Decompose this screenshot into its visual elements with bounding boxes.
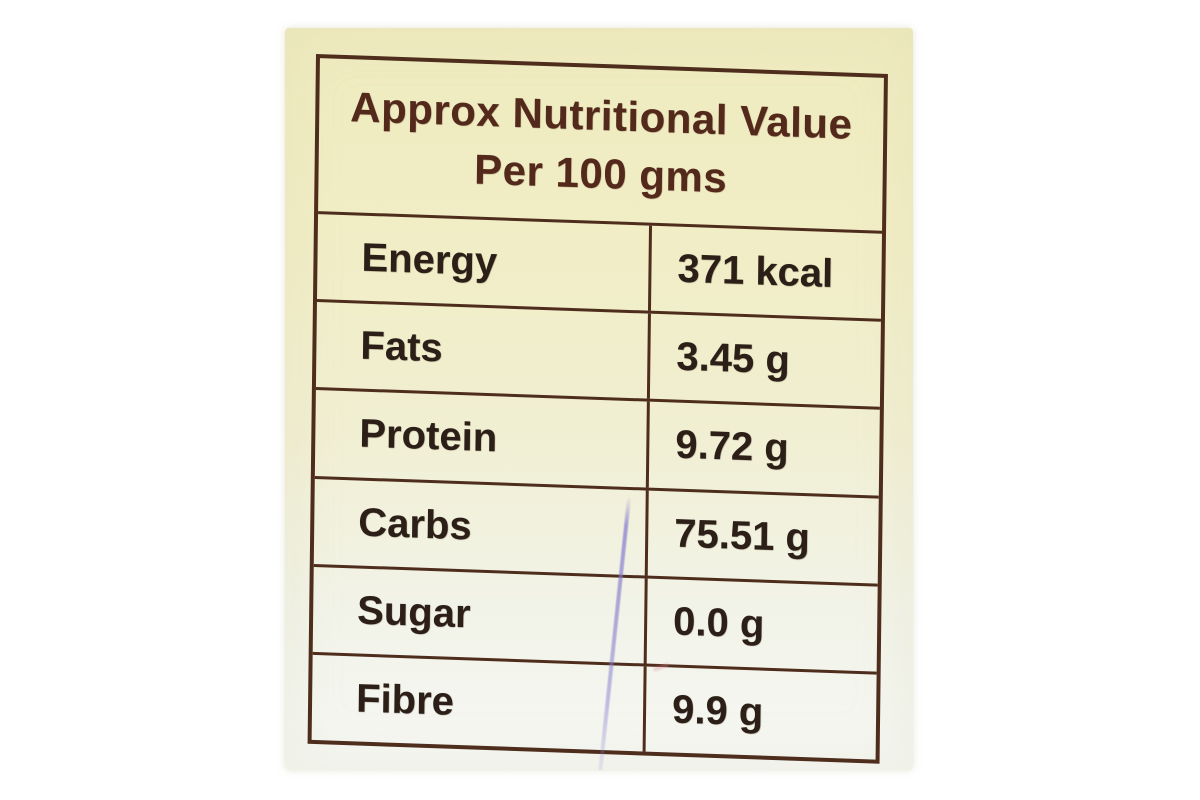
nutrient-value: 75.51 g: [674, 511, 811, 560]
nutrient-value: 9.9 g: [671, 687, 764, 735]
table-row: Fibre 9.9 g: [311, 651, 877, 760]
header-subtitle: Per 100 gms: [473, 145, 728, 201]
nutrient-value: 3.45 g: [676, 334, 791, 383]
nutrient-name: Fibre: [311, 654, 647, 752]
nutrition-table: Approx Nutritional Value Per 100 gms Ene…: [307, 54, 888, 764]
nutrient-value: 0.0 g: [672, 599, 765, 647]
nutrient-name: Sugar: [312, 566, 648, 664]
nutrient-value: 371 kcal: [677, 246, 834, 297]
nutrient-name: Protein: [314, 390, 650, 488]
nutrient-name: Carbs: [313, 478, 649, 576]
table-header: Approx Nutritional Value Per 100 gms: [318, 58, 884, 231]
nutrition-label: Approx Nutritional Value Per 100 gms Ene…: [285, 28, 913, 770]
nutrient-value: 9.72 g: [675, 423, 790, 471]
nutrient-name: Energy: [317, 214, 653, 311]
nutrient-name: Fats: [315, 302, 651, 400]
header-title: Approx Nutritional Value: [350, 82, 853, 148]
